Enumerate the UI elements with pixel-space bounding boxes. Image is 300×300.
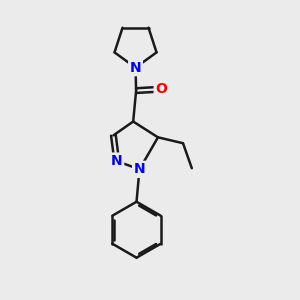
- Text: N: N: [111, 154, 123, 168]
- Text: N: N: [130, 61, 141, 75]
- Text: O: O: [155, 82, 167, 96]
- Text: N: N: [134, 162, 145, 176]
